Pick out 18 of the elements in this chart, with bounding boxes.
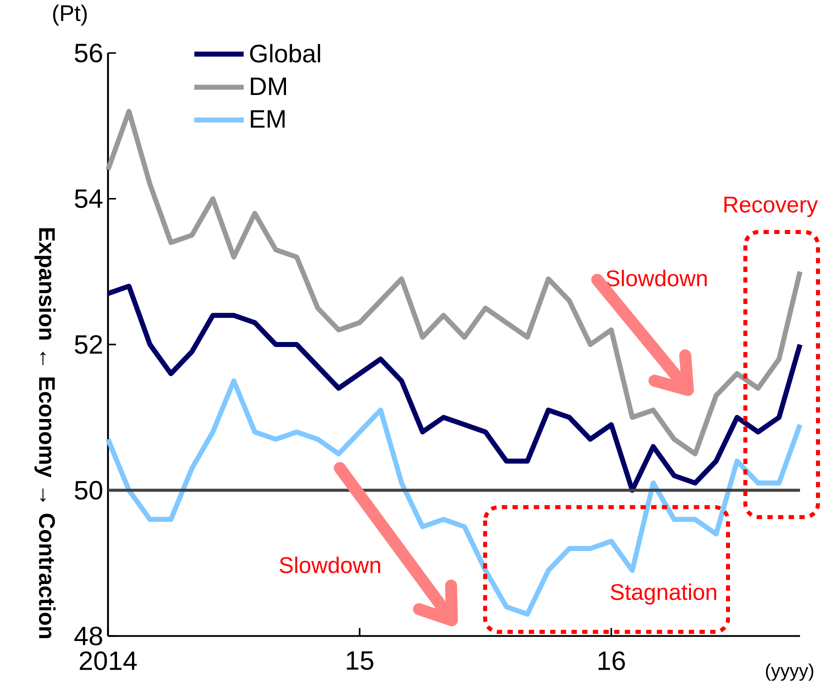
- annotation: Slowdown: [280, 556, 380, 574]
- legend-label: EM: [250, 110, 285, 128]
- x-tick-label: 2014: [80, 651, 137, 670]
- legend-label: DM: [250, 78, 286, 95]
- y-tick-label: 52: [74, 335, 102, 354]
- y-tick-label: 54: [74, 189, 103, 208]
- x-tick-label: 15: [346, 651, 374, 670]
- y-tick-label: 56: [74, 44, 102, 62]
- y-axis-title: (Pt): [53, 4, 87, 26]
- x-tick-label: 16: [598, 651, 625, 670]
- annotation: Recovery: [724, 196, 818, 218]
- y-tick-label: 50: [74, 480, 102, 500]
- annotation: Stagnation: [610, 584, 716, 605]
- text: Expansion ← Economy → Contraction: [34, 228, 56, 638]
- annotation: Slowdown: [606, 270, 707, 286]
- legend-label: Global: [250, 44, 320, 63]
- y-tick-label: 48: [74, 626, 102, 646]
- x-axis-title: (yyyy): [766, 663, 814, 681]
